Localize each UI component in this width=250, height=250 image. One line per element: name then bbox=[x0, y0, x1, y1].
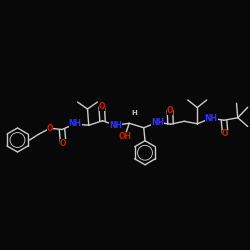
Text: O: O bbox=[60, 139, 66, 148]
Text: NH: NH bbox=[151, 118, 164, 127]
Text: NH: NH bbox=[109, 121, 122, 130]
Text: NH: NH bbox=[68, 120, 82, 128]
Text: H: H bbox=[131, 110, 136, 116]
Text: O: O bbox=[222, 130, 228, 138]
Text: NH: NH bbox=[204, 114, 218, 123]
Text: O: O bbox=[47, 124, 53, 133]
Text: OH: OH bbox=[118, 132, 131, 141]
Text: O: O bbox=[167, 106, 173, 115]
Text: O: O bbox=[98, 102, 105, 112]
